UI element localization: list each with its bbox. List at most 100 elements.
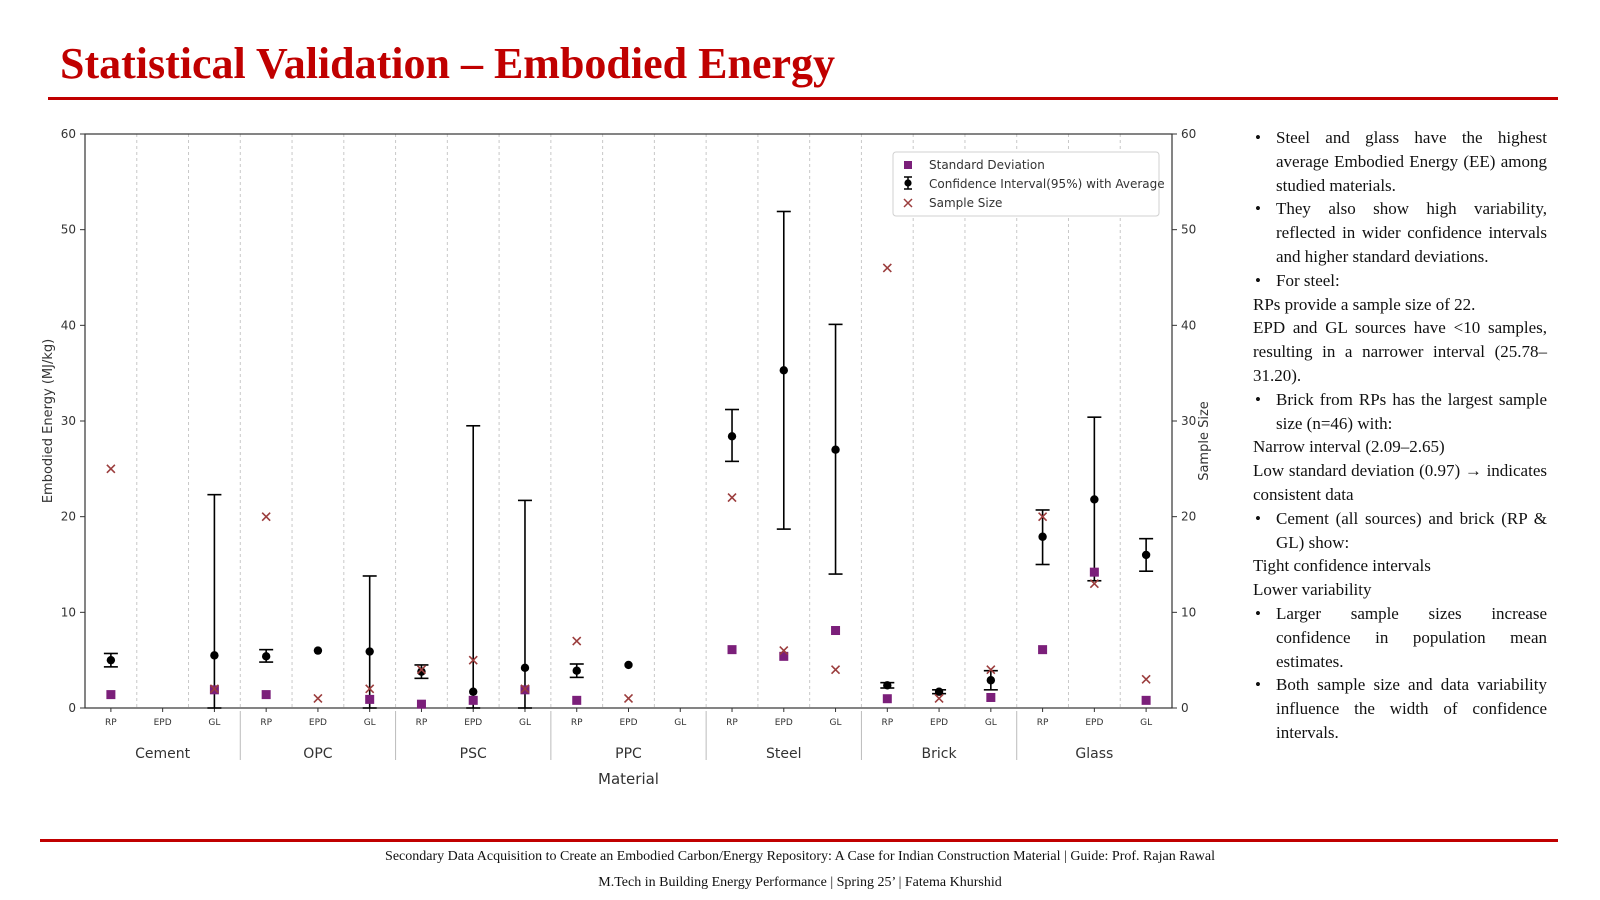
- mean-point: [624, 660, 633, 670]
- footer-line-2: M.Tech in Building Energy Performance | …: [598, 875, 1002, 890]
- y2-tick-label: 60: [1181, 127, 1196, 141]
- sd-marker: [1038, 645, 1048, 655]
- note-bullet: Cement (all sources) and brick (RP & GL)…: [1253, 507, 1547, 555]
- note-bullet: Both sample size and data variability in…: [1253, 673, 1547, 744]
- y2-tick-label: 0: [1181, 701, 1189, 715]
- note-line: EPD and GL sources have <10 samples, res…: [1253, 318, 1547, 385]
- y-tick-label: 60: [61, 127, 76, 141]
- plot-frame: [84, 133, 1173, 709]
- note-line: RPs provide a sample size of 22.: [1253, 294, 1476, 314]
- y2-tick-label: 20: [1181, 510, 1196, 524]
- slide-title: Statistical Validation – Embodied Energy: [60, 39, 836, 88]
- note-line: Narrow interval (2.09–2.65): [1253, 437, 1445, 457]
- source-tick-label: RP: [881, 718, 893, 728]
- mean-point: [1038, 532, 1047, 541]
- y2-tick-label: 40: [1181, 318, 1196, 332]
- sd-marker: [261, 690, 271, 700]
- sample-size-marker: [623, 693, 634, 703]
- y-tick-label: 0: [68, 701, 76, 715]
- sample-size-marker: [830, 665, 841, 675]
- source-tick-label: RP: [571, 718, 583, 728]
- sample-size-marker: [209, 684, 219, 694]
- legend-sample-marker: [903, 198, 913, 208]
- title-underline: [48, 97, 1558, 100]
- note-bullet: Larger sample sizes increase confidence …: [1253, 602, 1547, 673]
- sd-marker: [468, 695, 478, 705]
- sd-marker: [779, 651, 789, 661]
- note-line: Low standard deviation (0.97) → indicate…: [1253, 461, 1547, 504]
- group-label: Glass: [1075, 746, 1113, 762]
- source-tick-label: EPD: [619, 718, 637, 728]
- mean-point: [365, 647, 374, 656]
- sd-marker: [365, 694, 375, 704]
- source-tick-label: GL: [674, 718, 686, 728]
- mean-point: [934, 687, 944, 696]
- mean-point: [210, 651, 219, 660]
- mean-point: [469, 687, 478, 696]
- y2-tick-label: 50: [1181, 223, 1196, 237]
- sd-marker: [1089, 567, 1099, 577]
- mean-point: [106, 655, 116, 665]
- group-label: PPC: [615, 746, 642, 762]
- y-tick-label: 40: [61, 318, 76, 332]
- source-tick-label: RP: [416, 718, 428, 728]
- note-bullet: Brick from RPs has the largest sample si…: [1253, 388, 1547, 436]
- y2-tick-label: 30: [1181, 414, 1196, 428]
- group-label: Steel: [766, 746, 802, 762]
- sample-size-marker: [779, 646, 789, 656]
- mean-point: [417, 667, 426, 676]
- mean-point: [313, 646, 323, 655]
- sd-marker: [416, 699, 426, 709]
- sample-size-marker: [882, 263, 892, 273]
- sample-size-marker: [106, 464, 116, 474]
- y2-axis-label: Sample Size: [1197, 401, 1212, 481]
- legend-box: [892, 151, 1160, 217]
- source-tick-label: GL: [519, 718, 531, 728]
- sample-size-marker: [365, 684, 375, 694]
- mean-point: [1141, 550, 1151, 560]
- group-label: PSC: [460, 746, 487, 762]
- sample-size-marker: [468, 655, 478, 665]
- mean-point: [779, 366, 788, 375]
- y-axis-label: Embodied Energy (MJ/kg): [41, 339, 56, 503]
- sample-size-marker: [986, 665, 996, 675]
- source-tick-label: RP: [260, 718, 272, 728]
- source-tick-label: RP: [105, 718, 117, 728]
- footer-line-1: Secondary Data Acquisition to Create an …: [385, 849, 1215, 864]
- y-tick-label: 30: [61, 414, 76, 428]
- embodied-energy-chart: 0 0 10 10 20 20 30 30 40 40 50 50 60 60 Embodied Energ…: [41, 127, 1212, 788]
- sd-marker: [986, 692, 996, 702]
- mean-point: [261, 652, 271, 661]
- notes-panel: Steel and glass have the highest average…: [1253, 126, 1547, 745]
- source-tick-label: EPD: [775, 718, 793, 728]
- sd-marker: [1141, 695, 1151, 705]
- source-tick-label: EPD: [154, 718, 172, 728]
- legend-ci-point: [904, 179, 912, 187]
- note-bullet: They also show high variability, reflect…: [1253, 197, 1547, 268]
- x-axis-label: Material: [598, 770, 659, 788]
- sample-size-marker: [1038, 512, 1048, 522]
- note-bullet: Steel and glass have the highest average…: [1253, 126, 1547, 197]
- y-tick-label: 50: [61, 223, 76, 237]
- note-line: Tight confidence intervals: [1253, 556, 1431, 576]
- sample-size-marker: [727, 492, 737, 503]
- sample-size-marker: [313, 693, 323, 703]
- source-tick-label: EPD: [930, 718, 948, 728]
- group-label: Cement: [135, 746, 191, 762]
- sample-size-marker: [261, 512, 271, 522]
- source-tick-label: RP: [726, 718, 738, 728]
- group-label: Brick: [922, 746, 958, 762]
- source-tick-label: EPD: [309, 718, 327, 728]
- y-tick-label: 20: [61, 510, 76, 524]
- sample-size-marker: [1089, 579, 1099, 589]
- source-tick-label: EPD: [464, 718, 482, 728]
- source-tick-label: GL: [985, 718, 997, 728]
- mean-point: [572, 666, 581, 675]
- source-tick-label: EPD: [1085, 718, 1103, 728]
- mean-point: [986, 676, 996, 685]
- source-tick-label: GL: [208, 718, 220, 728]
- sample-size-marker: [934, 693, 944, 703]
- legend-label: Confidence Interval(95%) with Average: [929, 177, 1165, 191]
- y-tick-label: 10: [61, 605, 76, 619]
- footer-rule: [40, 839, 1558, 842]
